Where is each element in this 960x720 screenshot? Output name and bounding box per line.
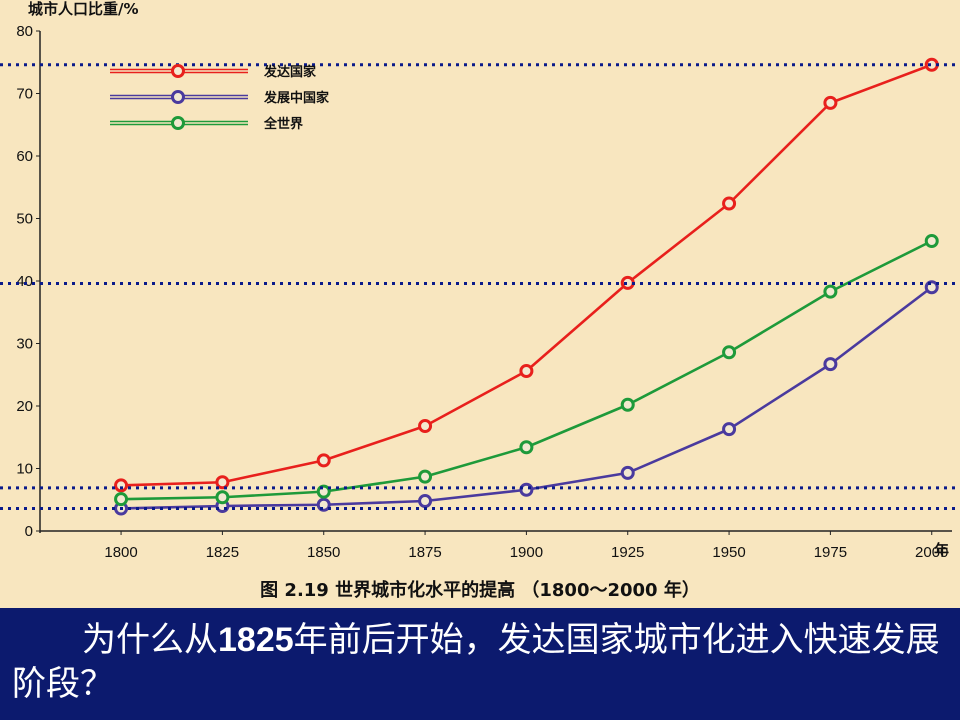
series-0-point [620, 275, 635, 290]
series-1-point [316, 497, 331, 512]
question-text-before: 为什么从 [82, 620, 218, 660]
series-1-point [620, 465, 635, 480]
series-1-point [924, 280, 939, 295]
question-text: 为什么从1825年前后开始，发达国家城市化进入快速发展阶段？ [12, 618, 942, 706]
question-highlight-year: 1825 [218, 621, 294, 659]
x-tick-label: 1950 [712, 544, 745, 561]
legend-marker [171, 90, 185, 104]
series-1-point [722, 422, 737, 437]
chart-figure: 0 10 20 30 40 50 60 70 80 1800 1825 1850 1875 1900 192… [0, 0, 960, 608]
series-0-point [114, 478, 129, 493]
chart-caption: 图 2.19 世界城市化水平的提高 （1800～2000 年） [260, 579, 700, 601]
y-tick-label: 0 [25, 523, 33, 540]
series-2-point [722, 345, 737, 360]
series-1-point [519, 482, 534, 497]
x-tick-label: 1975 [814, 544, 847, 561]
x-tick-label: 1900 [510, 544, 543, 561]
x-tick-label: 2000 [915, 544, 948, 561]
legend-label: 发达国家 [263, 64, 317, 80]
series-1-point [418, 494, 433, 508]
x-tick-label: 1850 [307, 544, 340, 561]
y-tick-label: 10 [16, 461, 33, 478]
series-0-point [924, 57, 939, 72]
y-tick-label: 80 [16, 23, 33, 40]
legend-label: 发展中国家 [263, 90, 330, 106]
series-2-point [114, 492, 129, 507]
series-0-point [722, 196, 737, 211]
series-0-point [823, 95, 838, 110]
x-axis-title: 年 [934, 541, 949, 559]
series-2-point [519, 440, 534, 455]
legend-marker [171, 116, 185, 130]
urbanization-line-chart: 0 10 20 30 40 50 60 70 80 1800 1825 1850 1875 1900 192… [0, 0, 955, 601]
legend-label: 全世界 [263, 116, 303, 132]
x-tick-label: 1800 [104, 544, 137, 561]
series-0-point [215, 475, 230, 490]
series-2-point [316, 484, 331, 499]
y-tick-label: 40 [16, 273, 33, 290]
series-2-point [823, 284, 838, 299]
series-2-point [215, 490, 230, 505]
x-tick-label: 1925 [611, 544, 644, 561]
y-tick-label: 50 [16, 211, 33, 228]
x-tick-label: 1875 [408, 544, 441, 561]
y-tick-label: 70 [16, 86, 33, 103]
series-1-point [823, 357, 838, 372]
y-tick-label: 30 [16, 336, 33, 353]
series-0-point [519, 364, 534, 378]
question-text-after: 年前后开始，发达国家城市化进入快速发展阶段？ [12, 620, 940, 704]
y-tick-label: 20 [16, 398, 33, 415]
series-2-point [620, 397, 635, 412]
series-2-point [924, 234, 939, 248]
y-tick-label: 60 [16, 148, 33, 165]
series-line-0 [121, 63, 933, 487]
legend-marker [171, 64, 185, 78]
series-line-1 [121, 286, 933, 510]
x-tick-label: 1825 [206, 544, 239, 561]
series-0-point [316, 453, 331, 468]
y-axis-title: 城市人口比重/% [28, 0, 139, 18]
series-2-point [418, 469, 433, 484]
series-0-point [418, 419, 433, 433]
